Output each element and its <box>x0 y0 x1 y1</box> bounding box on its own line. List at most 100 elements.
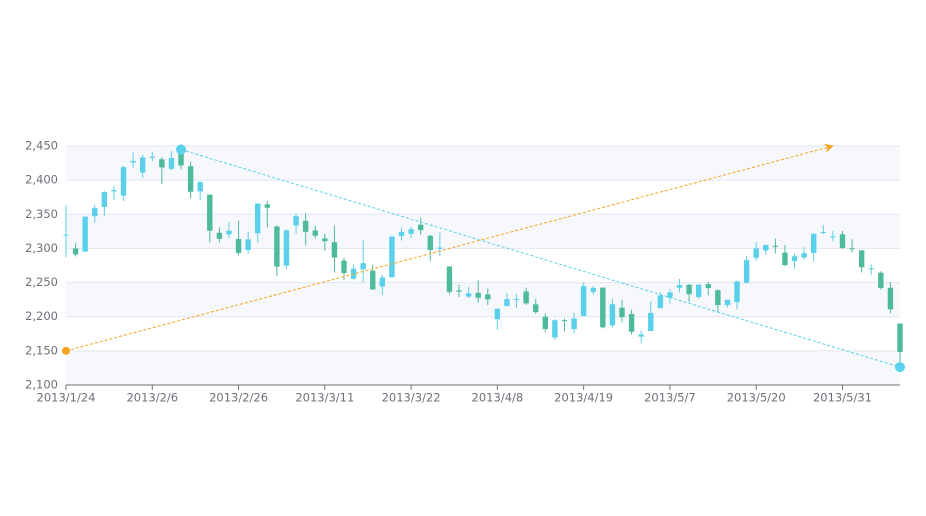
candle-body <box>379 277 386 287</box>
x-tick-label: 2013/5/20 <box>727 391 786 405</box>
candle-body <box>274 226 280 267</box>
candle-body <box>149 156 155 158</box>
candle-body <box>485 294 491 300</box>
candle-body <box>235 239 242 253</box>
candle-body <box>293 216 299 226</box>
candle-body <box>887 287 894 310</box>
split-area <box>66 282 900 317</box>
candle-body <box>849 248 855 250</box>
candle-body <box>427 235 433 251</box>
candle-body <box>820 232 827 234</box>
candle-body <box>657 295 664 309</box>
candle-body <box>389 236 395 278</box>
candle-body <box>72 248 79 255</box>
candle-body <box>868 268 874 270</box>
candle-body <box>628 314 635 332</box>
split-area <box>66 146 900 181</box>
candle-body <box>494 308 501 320</box>
y-tick-label: 2,100 <box>25 378 58 392</box>
candle-body <box>791 256 798 262</box>
split-area <box>66 214 900 249</box>
candle-body <box>897 323 903 352</box>
candle-body <box>187 166 194 192</box>
candle-body <box>811 233 817 253</box>
y-tick-label: 2,250 <box>25 275 58 289</box>
mark-line <box>180 149 901 368</box>
candle-body <box>331 242 338 258</box>
split-area <box>66 350 900 385</box>
candle-body <box>475 292 481 298</box>
candle-body <box>322 238 328 242</box>
candle-body <box>312 230 318 236</box>
candle-body <box>830 236 836 238</box>
candle-body <box>695 284 702 298</box>
candle-body <box>743 260 750 283</box>
candle-body <box>92 208 98 217</box>
x-tick-label: 2013/4/19 <box>554 391 613 405</box>
candle-body <box>763 244 769 251</box>
y-tick-label: 2,150 <box>25 343 58 357</box>
x-tick-label: 2013/1/24 <box>37 391 96 405</box>
candle-body <box>159 159 165 168</box>
candle-body <box>465 293 472 297</box>
candle-body <box>168 158 175 169</box>
y-tick-label: 2,400 <box>25 173 58 187</box>
candle-body <box>648 312 654 332</box>
y-tick-label: 2,350 <box>25 207 58 221</box>
candle-body <box>398 231 405 236</box>
y-tick-label: 2,200 <box>25 309 58 323</box>
candle-body <box>178 151 184 166</box>
candle-body <box>111 190 117 192</box>
candle-body <box>264 204 271 208</box>
x-tick-label: 2013/3/11 <box>295 391 354 405</box>
candle-body <box>772 245 779 247</box>
candle-body <box>283 230 290 266</box>
candle-body <box>513 298 520 300</box>
candle-body <box>600 287 606 328</box>
candle-body <box>226 230 232 235</box>
candle-body <box>197 182 203 192</box>
candle-body <box>408 229 414 234</box>
candle-body <box>686 284 692 295</box>
candle-body <box>341 260 347 274</box>
trend-start <box>62 346 70 355</box>
candle-body <box>724 299 731 306</box>
x-tick-label: 2013/5/7 <box>644 391 696 405</box>
candle-body <box>456 290 462 292</box>
candle-body <box>139 157 146 173</box>
mark-point <box>176 144 187 155</box>
candle-body <box>63 234 69 236</box>
candle-body <box>753 248 759 258</box>
candle-body <box>360 263 366 270</box>
candle-body <box>207 194 213 231</box>
candle-body <box>255 203 261 234</box>
candle-body <box>715 290 721 306</box>
candle-body <box>542 316 549 330</box>
candle-body <box>504 299 510 307</box>
x-tick-label: 2013/2/6 <box>126 391 178 405</box>
y-tick-label: 2,450 <box>25 139 58 153</box>
candle-body <box>216 232 223 239</box>
candle-body <box>120 167 127 196</box>
candle-body <box>638 334 644 337</box>
candle-body <box>130 160 136 163</box>
candle-body <box>101 192 108 207</box>
candle-body <box>370 270 376 290</box>
candle-body <box>667 292 673 298</box>
x-tick-label: 2013/4/8 <box>472 391 524 405</box>
x-tick-label: 2013/3/22 <box>382 391 441 405</box>
x-tick-label: 2013/5/31 <box>813 391 872 405</box>
candle-body <box>302 220 309 232</box>
candle-body <box>580 286 587 316</box>
y-tick-label: 2,300 <box>25 241 58 255</box>
mark-point <box>895 362 905 373</box>
trend-line <box>65 143 834 352</box>
candle-body <box>552 320 558 338</box>
candle-body <box>705 284 711 289</box>
candle-body <box>446 266 453 292</box>
candle-body <box>245 239 251 250</box>
candle-body <box>571 318 577 330</box>
candle-body <box>417 224 424 231</box>
candle-body <box>523 291 529 304</box>
